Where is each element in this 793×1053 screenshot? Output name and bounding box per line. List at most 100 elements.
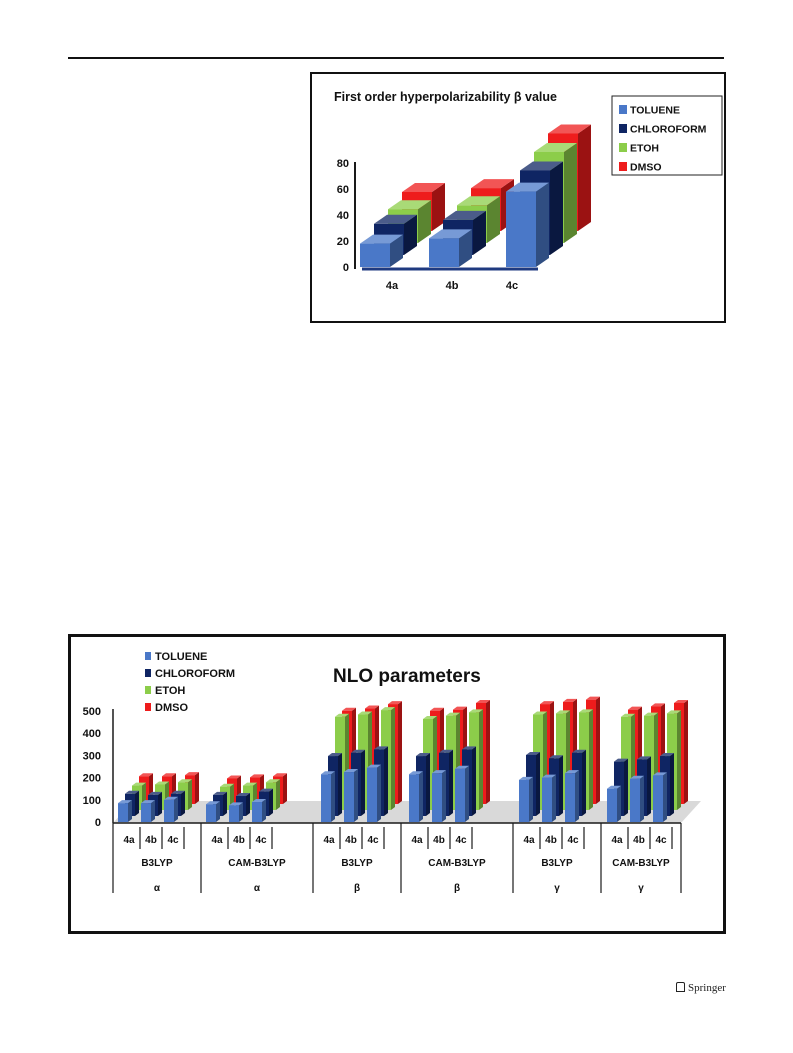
bar-chloroform-g2-4b-side	[246, 793, 250, 816]
bar-dmso-g3-4b-top	[365, 705, 379, 709]
bar-toluene-g5-4b-front	[542, 777, 552, 822]
nlo-parameters-chart: NLO parameters TOLUENE CHLOROFORM ETOH DMSO 0…	[68, 634, 726, 934]
bar-chloroform-g4-4c-side	[472, 746, 476, 816]
chart-title: First order hyperpolarizability β value	[334, 90, 557, 104]
bar-toluene-g4-4a-top	[409, 771, 423, 775]
bar-chloroform-g6-4c-side	[670, 753, 674, 816]
bar-dmso-g2-4c-side	[283, 773, 287, 804]
legend-swatch-dmso	[145, 703, 151, 711]
bar-dmso-g6-4b-top	[651, 703, 665, 707]
bar-toluene-g6-4a-side	[617, 785, 621, 822]
bar-chloroform-g4-4c-top	[462, 746, 476, 750]
bar-toluene-4b-side	[459, 229, 472, 267]
bar-toluene-g2-4b-top	[229, 802, 243, 806]
bar-etoh-g4-4c-side	[479, 709, 483, 810]
bar-etoh-g3-4b-top	[358, 711, 372, 715]
bar-chloroform-4a-side	[404, 214, 417, 255]
bar-etoh-g5-4b-top	[556, 710, 570, 714]
bar-toluene-g3-4a	[321, 771, 335, 822]
bar-dmso-g5-4c-top	[586, 696, 600, 700]
y-tick-label: 0	[95, 817, 101, 829]
bar-chloroform-g5-4c-top	[572, 749, 586, 753]
bar-chloroform-g1-4c-top	[171, 790, 185, 794]
legend-label: DMSO	[630, 162, 662, 174]
bar-etoh-4c-side	[564, 143, 577, 243]
x-tick-label: 4b	[233, 835, 245, 846]
y-tick-label: 500	[83, 706, 101, 718]
bar-toluene-g1-4b-side	[151, 800, 155, 822]
bar-dmso-g1-4b-top	[162, 773, 176, 777]
bar-dmso-g4-4a-top	[430, 707, 444, 711]
bar-toluene-g6-4c-front	[653, 775, 663, 822]
bar-dmso-g3-4c-top	[388, 701, 402, 705]
method-label: B3LYP	[141, 858, 173, 869]
y-tick-label: 80	[337, 158, 349, 170]
bar-toluene-g1-4b-top	[141, 800, 155, 804]
x-tick-label: 4c	[167, 835, 179, 846]
x-tick-label: 4b	[345, 835, 357, 846]
bar-toluene-g5-4b	[542, 774, 556, 822]
bar-chloroform-g5-4a-side	[536, 751, 540, 816]
bar-etoh-g1-4a-top	[132, 782, 146, 786]
y-tick-label: 0	[343, 262, 349, 274]
bar-chloroform-g4-4b-side	[449, 749, 453, 816]
bar-toluene-g5-4a-front	[519, 779, 529, 822]
bar-toluene-4a-side	[390, 234, 403, 267]
bar-toluene-g4-4c-front	[455, 768, 465, 822]
legend: TOLUENE CHLOROFORM ETOH DMSO	[145, 651, 235, 714]
bar-chloroform-g2-4a-side	[223, 791, 227, 816]
x-tick-label: 4b	[545, 835, 557, 846]
bar-chloroform-4a-top	[374, 214, 417, 224]
bar-toluene-g5-4a	[519, 776, 533, 822]
bar-toluene-g2-4c	[252, 799, 266, 822]
bar-dmso-g5-4a-top	[540, 701, 554, 705]
x-tick-label: 4b	[433, 835, 445, 846]
bar-toluene-g4-4c-top	[455, 765, 469, 769]
y-tick-label: 400	[83, 728, 101, 740]
bar-toluene-g3-4c-side	[377, 764, 381, 822]
bar-toluene-g6-4b-side	[640, 775, 644, 822]
legend: TOLUENE CHLOROFORM ETOH DMSO	[611, 95, 723, 176]
legend-box	[611, 95, 723, 176]
bar-chloroform-g3-4a-side	[338, 753, 342, 816]
bar-etoh-g1-4c-top	[178, 779, 192, 783]
bar-toluene-g4-4a-side	[419, 771, 423, 822]
bar-toluene-g5-4c	[565, 770, 579, 822]
y-tick-label: 300	[83, 750, 101, 762]
bar-toluene-g1-4a	[118, 800, 132, 822]
bar-toluene-g1-4a-side	[128, 800, 132, 822]
bar-etoh-g5-4a-top	[533, 711, 547, 715]
bar-dmso-g2-4b-top	[250, 774, 264, 778]
x-tick-label: 4c	[506, 280, 518, 292]
bar-toluene-g1-4b-front	[141, 803, 151, 822]
y-tick-label: 200	[83, 773, 101, 785]
bar-chloroform-g6-4a-top	[614, 758, 628, 762]
bar-etoh-g4-4b-top	[446, 712, 460, 716]
bar-chloroform-g6-4b-top	[637, 756, 651, 760]
bar-chloroform-4b-side	[473, 210, 486, 255]
bar-toluene-g2-4c-side	[262, 799, 266, 822]
bar-chloroform-g3-4b-side	[361, 749, 365, 816]
bar-etoh-g1-4b-top	[155, 781, 169, 785]
parameter-label: β	[454, 883, 460, 894]
legend-swatch-toluene	[145, 652, 151, 660]
bar-toluene-g1-4c	[164, 796, 178, 822]
bar-dmso-g5-4c-side	[596, 696, 600, 804]
bar-chloroform-g2-4c-top	[259, 788, 273, 792]
bar-toluene-g6-4b	[630, 775, 644, 822]
bar-chloroform-g1-4b-top	[148, 791, 162, 795]
publisher-name: Springer	[688, 982, 726, 994]
x-tick-label: 4a	[611, 835, 623, 846]
parameter-label: γ	[638, 883, 644, 894]
bar-dmso-g2-4c-top	[273, 773, 287, 777]
bar-etoh-g2-4b-top	[243, 782, 257, 786]
bar-etoh-g5-4c-top	[579, 709, 593, 713]
bar-dmso-g6-4c-top	[674, 699, 688, 703]
bar-chloroform-g6-4c-top	[660, 753, 674, 757]
bar-toluene-g4-4b	[432, 770, 446, 822]
bar-dmso-4a-top	[402, 183, 445, 192]
category-table: 4a 4b 4c B3LYP α 4a 4b 4c CAM-B3LYP α 4a 4b 4c B3LYP β…	[112, 822, 682, 894]
bar-chloroform-g1-4c-side	[181, 790, 185, 816]
bar-dmso-g3-4a-top	[342, 707, 356, 711]
bar-etoh-g6-4c-side	[677, 710, 681, 810]
